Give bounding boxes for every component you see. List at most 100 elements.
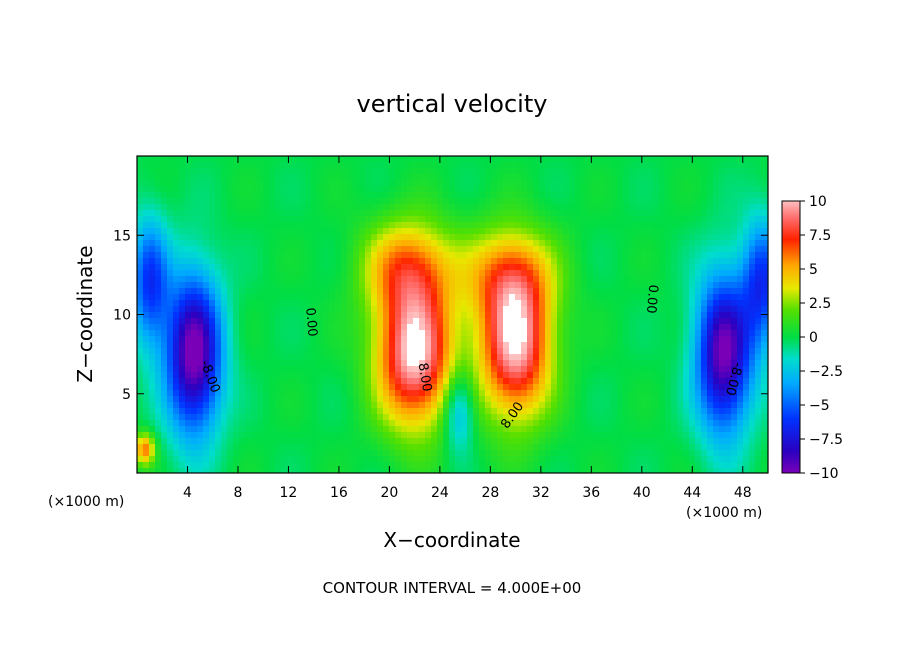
field-cell [191, 186, 198, 193]
field-cell [149, 378, 156, 385]
field-cell [431, 414, 438, 421]
field-cell [449, 282, 456, 289]
field-cell [245, 204, 252, 211]
field-cell [467, 168, 474, 175]
field-cell [629, 420, 636, 427]
field-cell [431, 324, 438, 331]
field-cell [407, 390, 414, 397]
field-cell [749, 336, 756, 343]
field-cell [623, 414, 630, 421]
field-cell [251, 258, 258, 265]
field-cell [419, 210, 426, 217]
field-cell [467, 192, 474, 199]
field-cell [515, 306, 522, 313]
field-cell [731, 258, 738, 265]
field-cell [395, 210, 402, 217]
field-cell [599, 372, 606, 379]
field-cell [317, 300, 324, 307]
field-cell [311, 414, 318, 421]
field-cell [305, 342, 312, 349]
field-cell [515, 288, 522, 295]
field-cell [203, 252, 210, 259]
field-cell [725, 288, 732, 295]
field-cell [659, 336, 666, 343]
field-cell [425, 324, 432, 331]
field-cell [185, 438, 192, 445]
field-cell [275, 390, 282, 397]
field-cell [593, 372, 600, 379]
field-cell [563, 384, 570, 391]
field-cell [179, 264, 186, 271]
field-cell [617, 270, 624, 277]
field-cell [731, 288, 738, 295]
field-cell [701, 378, 708, 385]
field-cell [593, 366, 600, 373]
field-cell [275, 162, 282, 169]
field-cell [419, 360, 426, 367]
field-cell [617, 318, 624, 325]
field-cell [713, 432, 720, 439]
field-cell [317, 228, 324, 235]
field-cell [533, 402, 540, 409]
field-cell [527, 156, 534, 163]
field-cell [233, 222, 240, 229]
field-cell [497, 300, 504, 307]
field-cell [335, 288, 342, 295]
field-cell [473, 396, 480, 403]
field-cell [239, 330, 246, 337]
field-cell [329, 330, 336, 337]
field-cell [731, 198, 738, 205]
field-cell [491, 372, 498, 379]
field-cell [137, 156, 144, 163]
field-cell [701, 324, 708, 331]
field-cell [161, 228, 168, 235]
field-cell [167, 378, 174, 385]
field-cell [287, 210, 294, 217]
field-cell [653, 216, 660, 223]
field-cell [251, 246, 258, 253]
field-cell [641, 216, 648, 223]
field-cell [593, 318, 600, 325]
field-cell [263, 378, 270, 385]
field-cell [749, 294, 756, 301]
field-cell [551, 408, 558, 415]
field-cell [521, 216, 528, 223]
field-cell [353, 354, 360, 361]
field-cell [143, 318, 150, 325]
field-cell [371, 210, 378, 217]
field-cell [593, 300, 600, 307]
field-cell [395, 228, 402, 235]
field-cell [689, 240, 696, 247]
field-cell [713, 174, 720, 181]
field-cell [329, 372, 336, 379]
field-cell [317, 162, 324, 169]
field-cell [335, 264, 342, 271]
field-cell [533, 414, 540, 421]
field-cell [569, 204, 576, 211]
field-cell [545, 192, 552, 199]
field-cell [593, 168, 600, 175]
field-cell [743, 372, 750, 379]
field-cell [293, 198, 300, 205]
field-cell [281, 240, 288, 247]
field-cell [629, 270, 636, 277]
field-cell [371, 306, 378, 313]
field-cell [695, 282, 702, 289]
field-cell [701, 288, 708, 295]
field-cell [761, 384, 768, 391]
field-cell [149, 420, 156, 427]
field-cell [161, 354, 168, 361]
field-cell [707, 246, 714, 253]
field-cell [743, 378, 750, 385]
field-cell [719, 390, 726, 397]
field-cell [347, 204, 354, 211]
field-cell [149, 270, 156, 277]
field-cell [191, 402, 198, 409]
field-cell [689, 378, 696, 385]
field-cell [395, 348, 402, 355]
field-cell [569, 156, 576, 163]
field-cell [623, 240, 630, 247]
field-cell [359, 342, 366, 349]
field-cell [473, 156, 480, 163]
field-cell [539, 276, 546, 283]
